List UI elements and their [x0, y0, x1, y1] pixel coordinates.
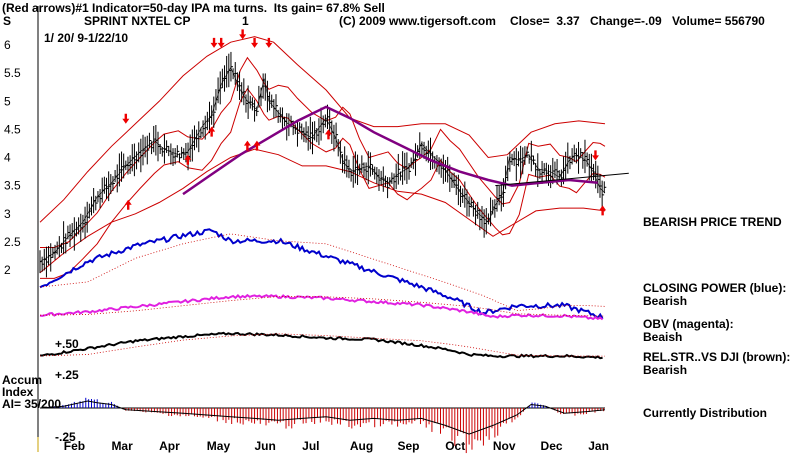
price-tick-label: 2 [4, 263, 11, 277]
sell-arrow [217, 37, 225, 48]
sell-arrow [591, 150, 599, 161]
obv-line [39, 293, 604, 321]
month-label: Nov [493, 439, 516, 453]
price-tick-label: 4.5 [4, 122, 21, 136]
price-tick-labels: 6 5.5 5 4.5 4 3.5 3 2.5 2 [4, 38, 21, 277]
price-tick-label: 4 [4, 151, 11, 165]
company-name: SPRINT NXTEL CP [84, 14, 191, 28]
rel-strength-line-ma [39, 333, 606, 357]
ma-line-group [182, 105, 598, 196]
upper-band-line [39, 36, 606, 223]
trend-line [495, 172, 629, 187]
month-label: Mar [111, 439, 133, 453]
price-close-line [39, 66, 606, 262]
month-label: Apr [159, 439, 180, 453]
sell-arrow [239, 29, 247, 40]
sell-arrow [210, 37, 218, 48]
price-tick-label: 3.5 [4, 179, 21, 193]
lower-band-line [39, 148, 606, 274]
obv-title: OBV (magenta): [643, 317, 734, 331]
month-label: Aug [350, 439, 373, 453]
indicator-header: (Red arrows)#1 Indicator=50-day IPA ma t… [2, 1, 385, 15]
buy-arrow [324, 129, 332, 140]
accum-ma-line [39, 400, 606, 435]
closing-power-value: Bearish [643, 294, 688, 308]
month-label: Oct [445, 439, 465, 453]
trend-annotation: BEARISH PRICE TREND [643, 215, 782, 229]
relstr-value: Bearish [643, 363, 688, 377]
sell-arrow [122, 113, 130, 124]
relstr-title: REL.STR..VS DJI (brown): [643, 350, 791, 364]
month-label: Jan [588, 439, 609, 453]
trend-line-group [495, 172, 629, 187]
accum-negative-level: -.25 [55, 430, 76, 444]
symbol-label: S [3, 14, 12, 28]
accum-index-histogram [39, 397, 606, 454]
closing-power-title: CLOSING POWER (blue): [643, 281, 787, 295]
change-value: Change=-.09 [590, 14, 662, 28]
accum-ai-value: AI= 35/200 [2, 397, 62, 411]
distribution-annotation: Currently Distribution [643, 406, 768, 420]
price-tick-label: 3 [4, 207, 11, 221]
closing-power-line [39, 228, 604, 320]
accum-title-2: Index [2, 385, 34, 399]
indicator-lines [39, 228, 606, 360]
price-tick-label: 5.5 [4, 66, 21, 80]
month-label: May [207, 439, 231, 453]
price-tick-label: 2.5 [4, 235, 21, 249]
month-labels: Feb Mar Apr May Jun Jul Aug Sep Oct Nov Dec Jan [64, 439, 609, 453]
signal-marker: 1 [242, 14, 249, 28]
closing-power-line-ma [39, 233, 606, 312]
copyright-text: (C) 2009 www.tigersoft.com [339, 14, 496, 28]
accum-positive-level: +.25 [55, 368, 79, 382]
relstr-level-label: +.50 [55, 337, 79, 351]
date-range: 1/ 20/ 9-1/22/10 [44, 31, 129, 45]
buy-arrow [184, 154, 192, 165]
ma50-line [182, 105, 598, 196]
accum-title-1: Accum [2, 373, 43, 387]
close-value: Close= 3.37 [510, 14, 580, 28]
month-label: Jun [254, 439, 275, 453]
sell-arrow [251, 37, 259, 48]
obv-value: Beaish [643, 330, 683, 344]
price-tick-label: 5 [4, 94, 11, 108]
obv-line-ma [39, 296, 606, 317]
buy-arrow [243, 140, 251, 151]
buy-arrow [599, 205, 607, 216]
price-bars [39, 51, 607, 278]
month-label: Dec [541, 439, 563, 453]
inner-upper-band [40, 56, 606, 248]
month-label: Jul [302, 439, 319, 453]
buy-arrow [253, 140, 261, 151]
month-label: Feb [64, 439, 85, 453]
volume-value: Volume= 556790 [672, 14, 765, 28]
buy-arrow [124, 199, 132, 210]
month-label: Sep [398, 439, 420, 453]
buy-arrow [208, 126, 216, 137]
price-tick-label: 6 [4, 38, 11, 52]
sell-arrow [265, 37, 273, 48]
signal-arrows [122, 29, 607, 216]
rel-strength-line [40, 331, 603, 360]
